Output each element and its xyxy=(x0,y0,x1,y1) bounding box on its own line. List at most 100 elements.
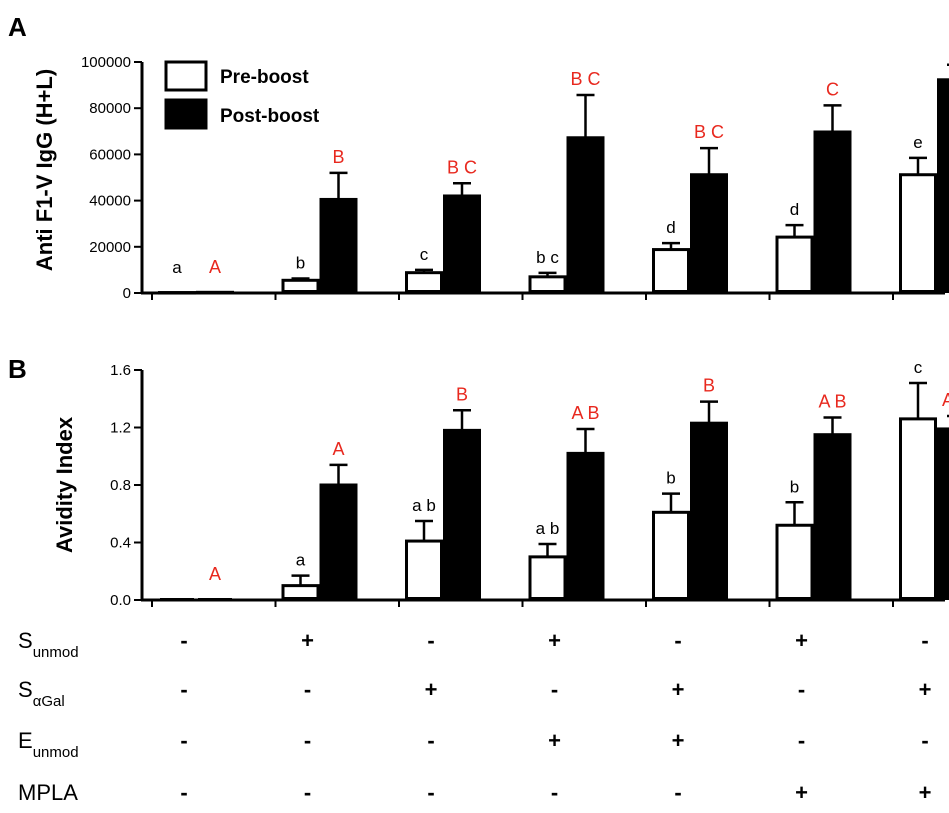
panel-b-post-boost-bar xyxy=(937,427,949,600)
chart-panel-b: 0.0 0.4 0.8 1.2 1.6 Aa Aa b Ba b A B b Bb A B c A B xyxy=(110,358,949,609)
panel-a-pre-boost-sig-label: b xyxy=(296,253,305,272)
panel-a-post-boost-sig-label: C xyxy=(826,79,839,99)
panel-a-post-boost-bar xyxy=(319,197,358,294)
panel-b-y-tick-label: 1.6 xyxy=(110,362,131,379)
panel-a-y-axis-title: Anti F1-V IgG (H+L) xyxy=(32,69,57,271)
panel-a-pre-boost-bar xyxy=(158,291,196,295)
condition-minus-mark: - xyxy=(921,628,928,653)
panel-b-pre-boost-sig-label: a xyxy=(296,551,306,570)
legend-swatch-post-boost xyxy=(164,98,208,130)
panel-b-pre-boost-bar xyxy=(405,539,443,600)
condition-plus-mark: + xyxy=(672,677,685,702)
panel-a-post-boost-bar xyxy=(813,130,852,293)
panel-b-post-boost-sig-label: B xyxy=(456,384,468,404)
condition-minus-mark: - xyxy=(180,677,187,702)
panel-a-pre-boost-bar xyxy=(281,278,320,294)
condition-plus-mark: + xyxy=(795,780,808,805)
condition-minus-mark: - xyxy=(674,628,681,653)
panel-b-pre-boost-bar xyxy=(899,417,937,600)
panel-b-pre-boost-sig-label: b xyxy=(666,469,675,488)
legend-label-post-boost: Post-boost xyxy=(220,106,320,127)
panel-a-pre-boost-bar xyxy=(528,275,567,293)
condition-plus-mark: + xyxy=(301,628,314,653)
panel-b-pre-boost-sig-label: a b xyxy=(536,519,560,538)
condition-plus-mark: + xyxy=(548,628,561,653)
legend-swatch-pre-boost xyxy=(164,60,208,92)
panel-b-post-boost-bar xyxy=(566,451,605,600)
legend-label-pre-boost: Pre-boost xyxy=(220,67,309,88)
panel-b-post-boost-sig-label: A B xyxy=(818,391,846,411)
condition-plus-mark: + xyxy=(548,728,561,753)
panel-a-pre-boost-sig-label: e xyxy=(913,133,922,152)
condition-minus-mark: - xyxy=(304,728,311,753)
condition-plus-mark: + xyxy=(919,780,932,805)
condition-minus-mark: - xyxy=(304,780,311,805)
condition-minus-mark: - xyxy=(551,677,558,702)
panel-b-y-tick-label: 0.4 xyxy=(110,535,131,552)
panel-b-post-boost-bar xyxy=(813,433,852,600)
panel-b-post-boost-bar xyxy=(443,428,481,600)
condition-minus-mark: - xyxy=(180,780,187,805)
panel-a-pre-boost-bar xyxy=(652,248,690,294)
panel-a-post-boost-bar xyxy=(196,290,234,295)
panel-b-post-boost-sig-label: A xyxy=(209,564,221,584)
panel-a-post-boost-sig-label: B C xyxy=(570,69,600,89)
panel-a-post-boost-bar xyxy=(566,136,605,293)
panel-b-y-tick-label: 1.2 xyxy=(110,420,131,437)
panel-a-y-tick-label: 100000 xyxy=(81,54,131,71)
panel-b-post-boost-bar xyxy=(690,421,728,600)
panel-a-post-boost-bar xyxy=(443,194,481,293)
panel-a-y-tick-label: 20000 xyxy=(89,239,131,256)
panel-a-y-tick-label: 60000 xyxy=(89,146,131,163)
condition-minus-mark: - xyxy=(427,628,434,653)
condition-table: Sunmod - + - + - + - SαGal - - + - + - + Eunmod - - - + + - - MP… xyxy=(18,628,931,805)
panel-b-y-tick-label: 0.0 xyxy=(110,592,131,609)
panel-a-pre-boost-bar xyxy=(775,235,814,294)
panel-a-post-boost-sig-label: B C xyxy=(447,157,477,177)
panel-b-y-axis-title: Avidity Index xyxy=(52,416,77,553)
condition-plus-mark: + xyxy=(795,628,808,653)
panel-a-pre-boost-bar xyxy=(899,173,937,293)
panel-a-pre-boost-sig-label: d xyxy=(666,218,675,237)
panel-letter-a: A xyxy=(8,12,27,42)
panel-a-pre-boost-sig-label: a xyxy=(172,258,182,277)
panel-b-pre-boost-sig-label: c xyxy=(914,358,923,377)
condition-minus-mark: - xyxy=(798,728,805,753)
condition-plus-mark: + xyxy=(425,677,438,702)
panel-b-post-boost-bar xyxy=(319,483,358,600)
condition-row-label: SαGal xyxy=(18,677,65,710)
panel-b-pre-boost-bar xyxy=(528,555,567,600)
condition-minus-mark: - xyxy=(304,677,311,702)
panel-b-post-boost-sig-label: B xyxy=(703,376,715,396)
legend: Pre-boost Post-boost xyxy=(164,60,320,130)
panel-letter-b: B xyxy=(8,354,27,384)
condition-minus-mark: - xyxy=(551,780,558,805)
condition-minus-mark: - xyxy=(427,780,434,805)
panel-b-pre-boost-sig-label: b xyxy=(790,477,799,496)
panel-a-pre-boost-sig-label: c xyxy=(420,245,429,264)
panel-a-post-boost-sig-label: B C xyxy=(694,122,724,142)
panel-a-pre-boost-sig-label: d xyxy=(790,200,799,219)
panel-b-pre-boost-bar xyxy=(652,510,690,600)
panel-b-pre-boost-bar xyxy=(281,584,320,600)
condition-minus-mark: - xyxy=(798,677,805,702)
condition-minus-mark: - xyxy=(427,728,434,753)
condition-row-label: Eunmod xyxy=(18,728,79,761)
condition-row-label: MPLA xyxy=(18,780,78,805)
panel-a-post-boost-sig-label: A xyxy=(209,257,221,277)
panel-b-y-tick-label: 0.8 xyxy=(110,477,131,494)
panel-a-post-boost-bar xyxy=(937,78,949,293)
condition-plus-mark: + xyxy=(672,728,685,753)
panel-a-post-boost-sig-label: B xyxy=(332,147,344,167)
panel-a-pre-boost-bar xyxy=(405,271,443,293)
panel-a-y-tick-label: 40000 xyxy=(89,193,131,210)
panel-a-pre-boost-sig-label: b c xyxy=(536,248,559,267)
condition-plus-mark: + xyxy=(919,677,932,702)
panel-b-post-boost-sig-label: A B xyxy=(942,390,949,410)
panel-b-pre-boost-bar xyxy=(775,523,814,600)
condition-minus-mark: - xyxy=(180,728,187,753)
panel-b-post-boost-sig-label: A xyxy=(332,439,344,459)
panel-a-y-tick-label: 80000 xyxy=(89,100,131,117)
